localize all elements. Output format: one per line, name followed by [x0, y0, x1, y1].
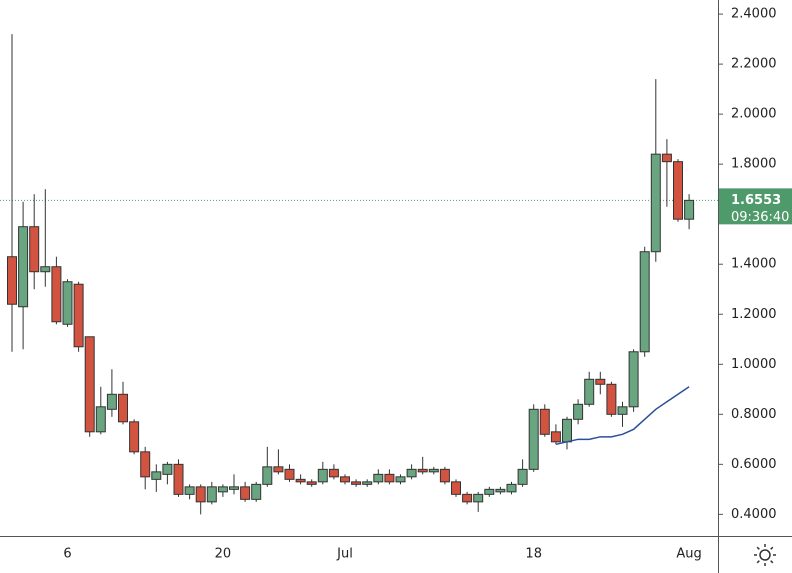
- candle-body: [506, 483, 517, 493]
- candle-body: [162, 463, 173, 475]
- countdown-label: 09:36:40: [731, 210, 789, 225]
- candle-body: [628, 351, 639, 408]
- candle-body: [273, 466, 284, 473]
- y-tick-label: 2.2000: [731, 57, 777, 72]
- candle-body: [262, 466, 273, 485]
- candle-body: [240, 486, 251, 500]
- candle-body: [229, 486, 239, 490]
- candle-body: [317, 468, 328, 483]
- candle-body: [195, 486, 206, 503]
- candle-body: [7, 256, 17, 305]
- x-tick-label: 18: [525, 547, 542, 562]
- moving-average-line: [555, 386, 690, 446]
- candle-body: [306, 481, 317, 485]
- candle-body: [528, 408, 539, 470]
- candle-body: [295, 478, 306, 483]
- candle-body: [351, 481, 362, 485]
- candle-body: [106, 393, 117, 410]
- candle-body: [606, 383, 617, 415]
- candle-body: [362, 481, 373, 485]
- y-tick-label: 2.0000: [731, 107, 777, 122]
- y-tick-label: 0.6000: [731, 457, 777, 472]
- candle-body: [40, 266, 51, 273]
- candle-body: [95, 406, 106, 433]
- x-tick-label: 20: [215, 547, 232, 562]
- candle-body: [184, 486, 195, 495]
- candle-body: [373, 473, 384, 483]
- candle-body: [617, 406, 628, 415]
- candle-body: [550, 431, 561, 443]
- candle-body: [284, 468, 295, 480]
- candle-body: [562, 418, 572, 443]
- candle-body: [417, 468, 428, 473]
- last-price-box: [719, 188, 792, 225]
- candle-body: [406, 468, 417, 478]
- candle-body: [29, 226, 40, 273]
- candle-body: [517, 468, 528, 485]
- candle-body: [661, 153, 672, 163]
- candle-body: [462, 493, 473, 503]
- candle-body: [51, 266, 62, 323]
- candle-body: [206, 486, 217, 503]
- candle-body: [140, 451, 151, 478]
- candle-body: [428, 468, 439, 473]
- candle-body: [73, 283, 84, 348]
- last-price-label: 1.6553: [731, 193, 781, 208]
- y-tick-label: 1.0000: [731, 357, 777, 372]
- candle-body: [395, 476, 406, 483]
- candle-body: [573, 403, 584, 420]
- candle-body: [84, 336, 95, 433]
- candle-body: [173, 463, 184, 495]
- candle-body: [151, 471, 162, 480]
- candle-body: [684, 199, 695, 220]
- x-tick-label: Jul: [336, 547, 353, 562]
- candle-body: [328, 468, 339, 478]
- candle-body: [539, 408, 550, 435]
- candle-body: [650, 153, 661, 253]
- candle-body: [484, 488, 495, 495]
- y-tick-label: 2.4000: [731, 7, 777, 22]
- candle-body: [439, 468, 450, 483]
- settings-icon[interactable]: [754, 544, 776, 566]
- candle-body: [129, 421, 140, 453]
- candle-body: [595, 378, 606, 385]
- candle-body: [18, 226, 29, 308]
- candle-body: [384, 473, 395, 483]
- y-tick-label: 1.2000: [731, 307, 777, 322]
- candle-body: [62, 281, 73, 325]
- candle-body: [495, 488, 506, 493]
- candle-body: [473, 493, 484, 503]
- x-tick-label: Aug: [676, 547, 701, 562]
- y-tick-label: 0.8000: [731, 407, 777, 422]
- candle-body: [118, 393, 128, 423]
- candle-body: [217, 486, 228, 493]
- candle-body: [673, 161, 683, 220]
- candle-body: [451, 481, 461, 495]
- plot-area: [0, 34, 718, 515]
- candle-body: [251, 483, 262, 500]
- y-tick-label: 0.4000: [731, 507, 777, 522]
- candle-body: [340, 476, 350, 483]
- candle-body: [584, 378, 595, 405]
- y-tick-label: 1.4000: [731, 257, 777, 272]
- candle-body: [639, 251, 650, 353]
- x-tick-label: 6: [63, 547, 71, 562]
- y-tick-label: 1.8000: [731, 157, 777, 172]
